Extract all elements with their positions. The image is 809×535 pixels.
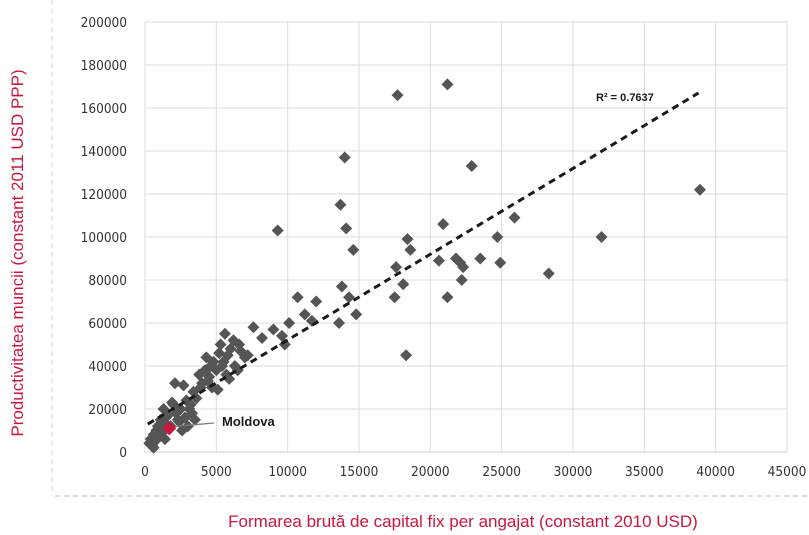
data-point — [343, 291, 356, 304]
x-tick-label: 30000 — [554, 464, 593, 480]
data-point — [465, 160, 478, 173]
data-point — [441, 291, 454, 304]
y-tick-label: 140000 — [81, 144, 127, 160]
data-point — [401, 233, 414, 246]
data-point — [347, 243, 360, 256]
data-point — [391, 89, 404, 102]
data-point — [241, 349, 254, 362]
data-point — [188, 413, 201, 426]
data-point — [201, 375, 214, 388]
data-point — [491, 231, 504, 243]
y-tick-label: 40000 — [88, 359, 127, 375]
y-tick-label: 60000 — [88, 316, 127, 332]
data-point — [474, 252, 487, 265]
y-tick-label: 100000 — [81, 230, 127, 246]
data-point — [267, 323, 280, 336]
data-point — [223, 372, 236, 385]
data-point — [147, 441, 160, 454]
data-point — [161, 409, 174, 422]
data-point — [397, 278, 410, 291]
data-point — [158, 433, 171, 446]
data-point — [494, 256, 507, 269]
data-point — [168, 377, 181, 390]
x-tick-label: 35000 — [625, 464, 664, 480]
data-point — [310, 295, 323, 308]
y-tick-label: 180000 — [81, 58, 127, 74]
data-point — [184, 398, 197, 411]
data-point — [211, 383, 224, 396]
data-point — [338, 151, 351, 164]
data-point — [693, 183, 706, 196]
x-tick-label: 0 — [141, 464, 149, 480]
data-point — [334, 198, 347, 211]
data-point — [400, 349, 413, 362]
data-point — [166, 396, 179, 409]
y-tick-label: 80000 — [88, 273, 127, 289]
data-points — [143, 78, 706, 454]
data-point — [388, 291, 401, 304]
data-point — [333, 317, 346, 329]
data-point — [213, 347, 226, 360]
data-point — [218, 327, 231, 340]
x-tick-label: 15000 — [340, 464, 379, 480]
data-point — [335, 280, 348, 293]
data-point — [350, 308, 363, 321]
data-point — [298, 308, 311, 321]
data-point — [404, 243, 417, 256]
x-axis-title: Formarea brută de capital fix per angaja… — [228, 512, 698, 531]
data-point — [508, 211, 521, 224]
data-point — [441, 78, 454, 91]
data-point — [457, 261, 470, 274]
moldova-leader-line — [175, 422, 215, 427]
x-tick-label: 45000 — [768, 464, 807, 480]
data-point — [271, 224, 284, 237]
x-tick-label: 40000 — [696, 464, 735, 480]
data-point — [340, 222, 353, 235]
x-tick-label: 5000 — [201, 464, 232, 480]
x-tick-label: 25000 — [482, 464, 521, 480]
data-point — [171, 413, 184, 426]
data-point — [455, 274, 468, 286]
x-tick-label: 10000 — [268, 464, 307, 480]
moldova-label: Moldova — [222, 414, 275, 429]
moldova-highlight-point — [162, 421, 177, 436]
data-point — [432, 254, 445, 267]
data-point — [595, 231, 608, 243]
y-tick-label: 120000 — [81, 187, 127, 203]
data-point — [233, 338, 246, 351]
x-tick-label: 20000 — [411, 464, 450, 480]
data-point — [177, 379, 190, 392]
y-tick-label: 20000 — [88, 402, 127, 418]
trendline — [147, 91, 700, 426]
y-tick-label: 0 — [119, 445, 127, 461]
data-point — [291, 291, 304, 304]
data-point — [176, 424, 189, 437]
r-squared-label: R² = 0.7637 — [596, 92, 654, 104]
data-point — [542, 267, 555, 280]
data-point — [247, 321, 260, 334]
data-point — [214, 338, 227, 351]
x-tick-labels: 0 5000 10000 15000 20000 25000 30000 35000 40000… — [141, 464, 806, 480]
data-point — [255, 332, 268, 345]
y-axis-title: Productivitatea muncii (constant 2011 US… — [8, 69, 27, 436]
grid-lines — [144, 21, 788, 453]
data-point — [390, 261, 403, 274]
data-point — [153, 422, 166, 435]
data-point — [283, 317, 296, 329]
data-point — [174, 403, 187, 415]
y-tick-labels: 0 20000 40000 60000 80000 100000 120000 140000 1… — [81, 15, 127, 461]
y-tick-label: 200000 — [81, 15, 127, 31]
y-tick-label: 160000 — [81, 101, 127, 117]
data-point — [437, 218, 450, 231]
